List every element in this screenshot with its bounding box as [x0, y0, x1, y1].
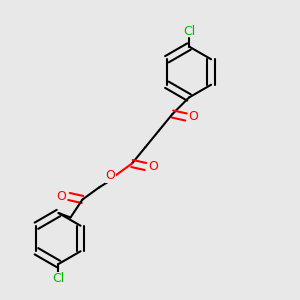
Text: Cl: Cl: [183, 25, 195, 38]
Text: O: O: [148, 160, 158, 173]
Text: O: O: [57, 190, 66, 203]
Text: O: O: [105, 169, 115, 182]
Text: O: O: [189, 110, 198, 124]
Text: Cl: Cl: [52, 272, 64, 286]
